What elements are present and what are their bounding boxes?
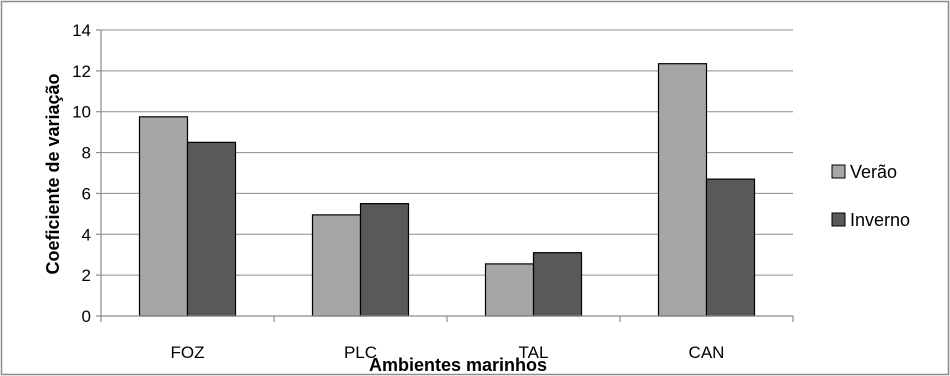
legend-label: Inverno bbox=[850, 210, 910, 230]
bar-verão-can bbox=[657, 63, 708, 317]
y-tick-labels: 0 2 4 6 8 10 12 14 bbox=[72, 21, 91, 326]
bar-verão-tal bbox=[484, 263, 535, 317]
bar-inverno-plc bbox=[359, 203, 410, 317]
legend-label: Verão bbox=[850, 162, 897, 182]
x-category-label: PLC bbox=[344, 343, 377, 362]
y-tick-label: 2 bbox=[82, 266, 91, 285]
legend-swatch-inverno bbox=[831, 212, 846, 227]
y-axis-title: Coeficiente de variação bbox=[43, 73, 63, 274]
x-category-label: CAN bbox=[689, 343, 725, 362]
bars bbox=[138, 63, 756, 317]
bar-inverno-foz bbox=[186, 141, 237, 317]
bar-verão-foz bbox=[138, 116, 189, 317]
bar-verão-plc bbox=[311, 214, 362, 317]
x-category-labels: FOZ PLC TAL CAN bbox=[171, 343, 725, 362]
y-tick-label: 12 bbox=[72, 62, 91, 81]
y-tick-label: 4 bbox=[82, 225, 91, 244]
y-tick-label: 10 bbox=[72, 103, 91, 122]
legend-swatch-verão bbox=[831, 164, 846, 179]
y-tick-label: 8 bbox=[82, 144, 91, 163]
axes bbox=[96, 29, 794, 322]
bar-inverno-tal bbox=[532, 252, 583, 317]
legend: Verão Inverno bbox=[831, 162, 910, 230]
bar-inverno-can bbox=[705, 178, 756, 317]
x-category-label: TAL bbox=[519, 343, 549, 362]
y-tick-label: 0 bbox=[82, 307, 91, 326]
y-tick-label: 14 bbox=[72, 21, 91, 40]
x-axis-title: Ambientes marinhos bbox=[369, 355, 547, 375]
x-category-label: FOZ bbox=[171, 343, 205, 362]
y-tick-label: 6 bbox=[82, 184, 91, 203]
